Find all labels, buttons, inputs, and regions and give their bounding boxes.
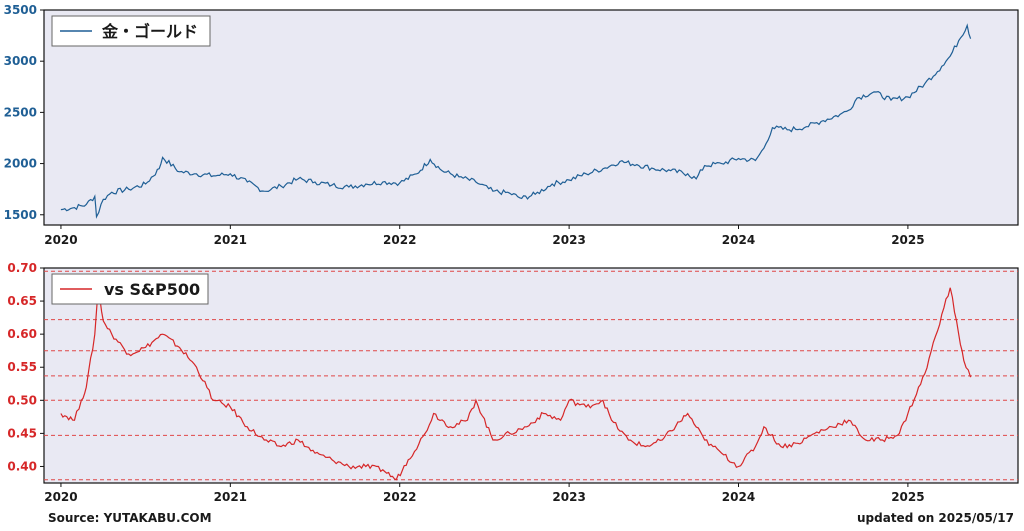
gold-x-tick-label: 2021 — [214, 233, 247, 247]
ratio-y-tick-label: 0.45 — [7, 426, 37, 440]
ratio-legend-label: vs S&P500 — [104, 280, 200, 299]
ratio-y-axis: 0.40 0.45 0.50 0.55 0.60 0.65 0.70 — [7, 261, 44, 473]
ratio-y-tick-label: 0.50 — [7, 393, 37, 407]
gold-legend: 金・ゴールド — [51, 15, 211, 47]
gold-legend-label: 金・ゴールド — [101, 22, 198, 41]
gold-y-axis: 1500 2000 2500 3000 3500 — [4, 3, 44, 222]
ratio-x-tick-label: 2025 — [891, 490, 924, 504]
ratio-x-tick-label: 2023 — [552, 490, 585, 504]
ratio-y-tick-label: 0.60 — [7, 327, 37, 341]
ratio-x-tick-label: 2024 — [722, 490, 755, 504]
gold-x-tick-label: 2022 — [383, 233, 416, 247]
updated-note: updated on 2025/05/17 — [857, 511, 1014, 525]
ratio-y-tick-label: 0.70 — [7, 261, 37, 275]
gold-x-tick-label: 2020 — [44, 233, 77, 247]
ratio-x-tick-label: 2022 — [383, 490, 416, 504]
gold-y-tick-label: 2500 — [4, 105, 37, 119]
gold-x-tick-label: 2024 — [722, 233, 755, 247]
gold-price-line — [60, 23, 972, 219]
gold-x-axis: 2020 2021 2022 2023 2024 2025 — [44, 225, 925, 247]
ratio-y-tick-label: 0.65 — [7, 294, 37, 308]
gold-y-tick-label: 3000 — [4, 54, 37, 68]
ratio-y-tick-label: 0.55 — [7, 360, 37, 374]
gold-x-tick-label: 2025 — [891, 233, 924, 247]
ratio-x-tick-label: 2021 — [214, 490, 247, 504]
gold-y-tick-label: 1500 — [4, 208, 37, 222]
ratio-reference-lines — [44, 270, 1018, 481]
ratio-line — [60, 287, 972, 481]
gold-x-tick-label: 2023 — [552, 233, 585, 247]
gold-y-tick-label: 3500 — [4, 3, 37, 17]
gold-y-tick-label: 2000 — [4, 157, 37, 171]
ratio-y-tick-label: 0.40 — [7, 459, 37, 473]
ratio-x-axis: 2020 2021 2022 2023 2024 2025 — [44, 483, 925, 504]
ratio-legend: vs S&P500 — [51, 273, 209, 305]
source-note: Source: YUTAKABU.COM — [48, 511, 212, 525]
ratio-x-tick-label: 2020 — [44, 490, 77, 504]
